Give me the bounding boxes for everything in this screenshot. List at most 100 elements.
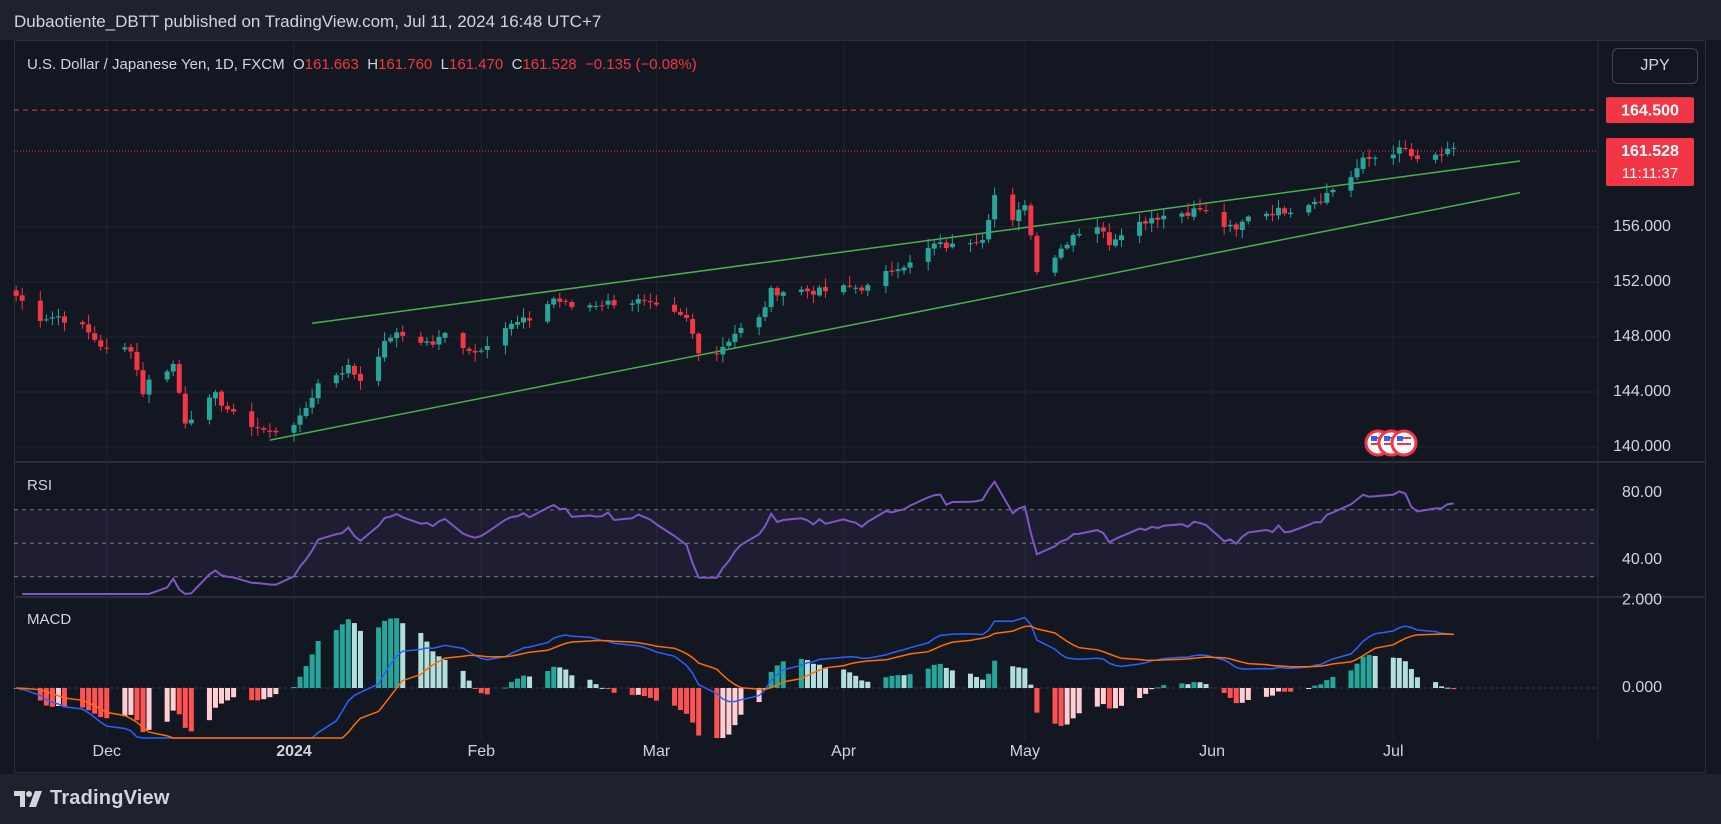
- candle-body: [1233, 224, 1239, 230]
- candle-body: [1439, 154, 1445, 156]
- legend-symbol: U.S. Dollar / Japanese Yen, 1D, FXCM: [27, 56, 285, 73]
- macd-histogram-bar: [1149, 688, 1155, 690]
- candle-body: [128, 347, 134, 352]
- macd-histogram-bar: [1312, 685, 1318, 688]
- macd-histogram-bar: [182, 688, 188, 728]
- candle-body: [249, 411, 255, 427]
- us-flag-canton: [1397, 436, 1403, 441]
- candle-body: [1028, 205, 1034, 236]
- time-tick-label: Mar: [643, 743, 671, 760]
- macd-histogram-bar: [1433, 682, 1439, 688]
- currency-button[interactable]: JPY: [1612, 48, 1698, 84]
- last-price-tag-label: 161.528: [1621, 143, 1679, 160]
- candle-body: [1269, 213, 1275, 216]
- macd-histogram-bar: [1445, 687, 1451, 689]
- candle-body: [1366, 157, 1372, 159]
- candle-body: [1408, 148, 1414, 157]
- macd-histogram-bar: [424, 641, 430, 688]
- publisher-line: Dubaotiente_DBTT published on TradingVie…: [14, 12, 602, 31]
- tradingview-logo[interactable]: TradingView: [14, 787, 170, 810]
- macd-histogram-bar: [231, 688, 237, 698]
- candle-body: [684, 314, 690, 318]
- candle-body: [1137, 221, 1143, 236]
- chart-frame[interactable]: [14, 40, 1706, 773]
- candle-body: [170, 364, 176, 372]
- macd-histogram-bar: [889, 675, 895, 688]
- macd-histogram-bar: [225, 688, 231, 701]
- macd-histogram-bar: [436, 656, 442, 688]
- candle-body: [388, 337, 394, 342]
- macd-histogram-bar: [122, 688, 128, 717]
- candle-body: [901, 267, 907, 271]
- candle-body: [333, 375, 339, 384]
- candle-body: [593, 305, 599, 307]
- candle-body: [1414, 155, 1420, 160]
- macd-histogram-bar: [1263, 688, 1269, 697]
- candle-body: [176, 363, 182, 393]
- candle-body: [647, 301, 653, 303]
- macd-histogram-bar: [146, 688, 152, 730]
- macd-histogram-bar: [1100, 688, 1106, 705]
- macd-histogram-bar: [925, 668, 931, 688]
- macd-histogram-bar: [551, 666, 557, 688]
- candle-body: [1221, 212, 1227, 227]
- macd-histogram-bar: [1227, 688, 1233, 698]
- macd-histogram-bar: [1010, 666, 1016, 688]
- macd-histogram-bar: [1203, 684, 1209, 688]
- macd-histogram-bar: [1094, 688, 1100, 707]
- candle-body: [563, 300, 569, 302]
- candle-body: [1191, 208, 1197, 217]
- candle-body: [551, 298, 557, 305]
- trend-channel-upper: [312, 160, 1521, 324]
- candle-body: [430, 341, 436, 345]
- macd-histogram-bar: [986, 673, 992, 688]
- macd-histogram-bar: [1221, 688, 1227, 693]
- macd-histogram-bar: [508, 681, 514, 688]
- candle-body: [732, 333, 738, 342]
- macd-histogram-bar: [134, 688, 140, 721]
- macd-histogram-bar: [714, 688, 720, 738]
- candle-body: [1263, 213, 1269, 217]
- macd-histogram-bar: [376, 627, 382, 688]
- macd-histogram-bar: [1112, 688, 1118, 709]
- symbol-legend[interactable]: U.S. Dollar / Japanese Yen, 1D, FXCM O16…: [27, 56, 697, 73]
- candle-body: [859, 287, 865, 291]
- candle-body: [146, 379, 152, 395]
- candle-body: [931, 243, 937, 249]
- candle-body: [1179, 213, 1185, 217]
- candle-body: [1324, 192, 1330, 203]
- macd-histogram-bar: [931, 664, 937, 688]
- candle-body: [394, 332, 400, 339]
- candle-body: [484, 345, 490, 350]
- candle-body: [1402, 148, 1408, 150]
- macd-histogram-bar: [557, 667, 563, 688]
- macd-histogram-bar: [128, 688, 134, 715]
- macd-histogram-bar: [261, 688, 267, 700]
- macd-histogram-bar: [176, 688, 182, 715]
- macd-histogram-bar: [460, 670, 466, 688]
- candle-body: [357, 373, 363, 381]
- macd-histogram-bar: [780, 661, 786, 688]
- macd-histogram-bar: [974, 677, 980, 688]
- alert-price-tag-label: 164.500: [1621, 102, 1679, 119]
- time-tick-label: Dec: [93, 743, 121, 760]
- macd-histogram-bar: [1354, 663, 1360, 688]
- macd-histogram-bar: [738, 688, 744, 715]
- candle-body: [466, 348, 472, 351]
- candle-body: [1360, 157, 1366, 169]
- candle-body: [303, 408, 309, 416]
- candle-body: [587, 305, 593, 308]
- macd-histogram-bar: [303, 666, 309, 688]
- candle-body: [1372, 157, 1378, 159]
- macd-histogram-bar: [605, 688, 611, 690]
- rsi-tick-label: 80.00: [1622, 484, 1662, 501]
- candle-body: [1149, 218, 1155, 224]
- candle-body: [527, 318, 533, 321]
- macd-histogram-bar: [1396, 657, 1402, 688]
- macd-histogram-bar: [1402, 661, 1408, 688]
- candle-body: [140, 370, 146, 395]
- candle-body: [418, 336, 424, 343]
- candle-body: [104, 347, 110, 349]
- macd-histogram-bar: [382, 620, 388, 688]
